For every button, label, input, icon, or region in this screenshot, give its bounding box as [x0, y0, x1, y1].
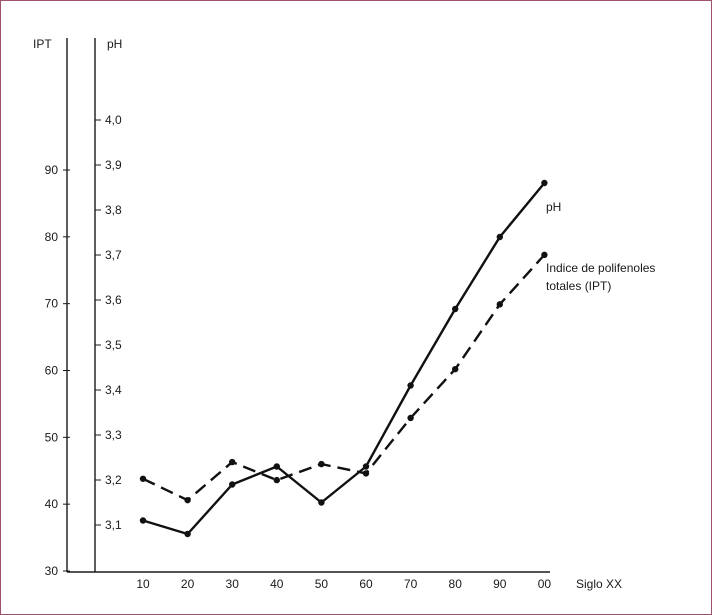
left-tick-label: 40	[45, 497, 59, 511]
ipt-point	[229, 458, 236, 466]
ph-point	[184, 530, 191, 538]
right-axis-ticks: 3,1 3,2 3,3 3,4 3,5 3,6 3,7 3,8 3,9 4,0	[95, 113, 122, 532]
ipt-point	[541, 251, 548, 259]
x-axis-title: Siglo XX	[576, 577, 622, 591]
right-tick-label: 3,1	[105, 518, 122, 532]
ipt-point	[273, 476, 280, 484]
ph-point	[362, 463, 370, 470]
x-tick-label: 40	[270, 577, 284, 591]
left-tick-label: 30	[45, 564, 59, 578]
left-tick-label: 90	[45, 163, 59, 177]
right-tick-label: 3,8	[105, 203, 122, 217]
right-tick-label: 4,0	[105, 113, 122, 127]
x-axis-ticks: 10 20 30 40 50 60 70 80 90 00	[136, 577, 551, 591]
ipt-point	[318, 460, 325, 468]
left-axis-title: IPT	[33, 37, 52, 51]
right-tick-label: 3,6	[105, 293, 122, 307]
series-line-ph	[142, 182, 546, 536]
ipt-point	[184, 496, 191, 504]
ph-point	[541, 179, 548, 187]
ipt-point	[139, 475, 147, 482]
x-tick-label: 70	[404, 577, 418, 591]
right-axis-title: pH	[107, 37, 122, 51]
ph-point	[273, 463, 280, 470]
left-tick-label: 50	[45, 430, 59, 444]
ph-point	[407, 382, 414, 389]
legend-ipt-line1: Indice de polifenoles	[546, 261, 655, 275]
series-group	[139, 179, 548, 538]
legend-ph: pH	[546, 200, 561, 214]
legend-ipt-line2: totales (IPT)	[546, 279, 611, 293]
ph-point	[452, 305, 459, 313]
x-tick-label: 30	[226, 577, 240, 591]
x-tick-label: 50	[315, 577, 329, 591]
ph-point	[318, 499, 325, 506]
right-tick-label: 3,4	[105, 383, 122, 397]
right-tick-label: 3,7	[105, 248, 122, 262]
ph-point	[496, 233, 503, 241]
ipt-point	[362, 470, 370, 477]
right-tick-label: 3,9	[105, 158, 122, 172]
ipt-point	[496, 301, 503, 308]
right-tick-label: 3,2	[105, 473, 122, 487]
x-tick-label: 80	[449, 577, 463, 591]
ipt-point	[452, 365, 459, 373]
left-tick-label: 80	[45, 230, 59, 244]
left-axis-ticks: 30 40 50 60 70 80 90	[45, 163, 70, 578]
series-line-ipt	[142, 254, 546, 502]
x-tick-label: 20	[181, 577, 195, 591]
left-tick-label: 70	[45, 297, 59, 311]
ph-point	[139, 517, 147, 524]
right-tick-label: 3,3	[105, 428, 122, 442]
x-tick-label: 90	[493, 577, 507, 591]
x-tick-label: 10	[136, 577, 150, 591]
left-tick-label: 60	[45, 364, 59, 378]
x-tick-label: 60	[359, 577, 373, 591]
x-tick-label: 00	[538, 577, 552, 591]
right-tick-label: 3,5	[105, 338, 122, 352]
ipt-point	[407, 414, 414, 422]
ph-point	[229, 481, 236, 488]
